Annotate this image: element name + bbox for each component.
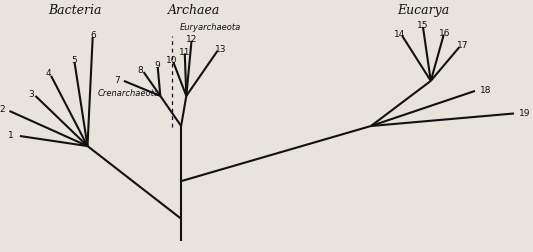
Text: 18: 18 (480, 86, 491, 96)
Text: 4: 4 (46, 70, 52, 78)
Text: 19: 19 (519, 109, 531, 118)
Text: 5: 5 (71, 56, 77, 65)
Text: 11: 11 (179, 48, 190, 56)
Text: 16: 16 (439, 29, 451, 38)
Text: 8: 8 (138, 67, 143, 75)
Text: 10: 10 (166, 56, 177, 65)
Text: Bacteria: Bacteria (48, 5, 101, 17)
Text: 12: 12 (186, 35, 198, 44)
Text: Euryarchaeota: Euryarchaeota (180, 22, 241, 32)
Text: 15: 15 (417, 21, 428, 30)
Text: 14: 14 (394, 30, 405, 39)
Text: 7: 7 (114, 76, 120, 85)
Text: 9: 9 (155, 61, 160, 70)
Text: 3: 3 (28, 90, 34, 99)
Text: 2: 2 (0, 105, 5, 114)
Text: Crenarchaeota: Crenarchaeota (98, 89, 160, 98)
Text: Eucarya: Eucarya (397, 5, 449, 17)
Text: 13: 13 (215, 45, 226, 54)
Text: 17: 17 (457, 41, 469, 50)
Text: Archaea: Archaea (168, 5, 220, 17)
Text: 6: 6 (90, 30, 96, 40)
Text: 1: 1 (8, 131, 14, 140)
